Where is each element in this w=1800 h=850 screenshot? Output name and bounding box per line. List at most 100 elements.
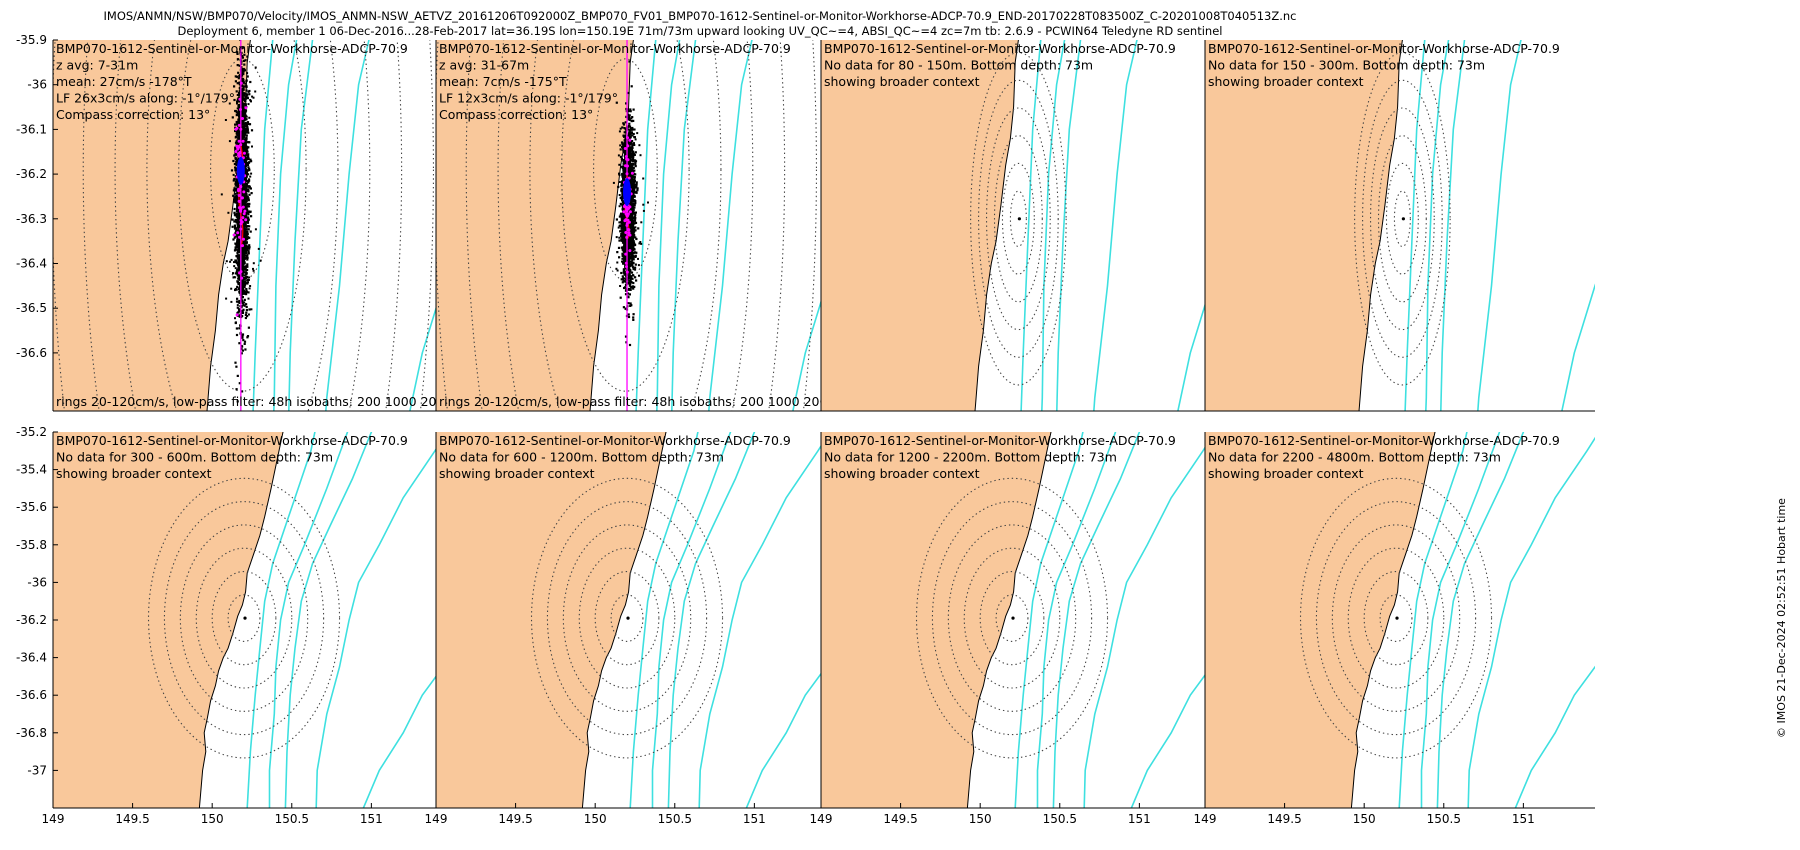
- scatter-point-2319: [236, 201, 239, 204]
- scatter-point-1832: [618, 172, 621, 175]
- scatter-point-2012: [623, 179, 626, 182]
- scatter-point-1005: [626, 266, 629, 269]
- scatter-point-2156: [236, 234, 239, 237]
- lowpass-point-49: [242, 190, 246, 194]
- scatter-point-2082: [236, 198, 239, 201]
- scatter-point-1196: [247, 190, 250, 193]
- scatter-point-870: [243, 286, 246, 289]
- scatter-point-1023: [245, 289, 248, 292]
- scatter-point-2: [634, 226, 637, 229]
- scatter-point-1173: [234, 146, 237, 150]
- scatter-point-1029: [617, 246, 621, 249]
- scatter-outlier-140: [242, 249, 245, 252]
- scatter-point-1468: [627, 302, 630, 305]
- scatter-point-1922: [246, 202, 249, 206]
- scatter-outlier-22: [241, 208, 244, 211]
- scatter-point-1828: [623, 215, 626, 218]
- scatter-point-2600: [240, 280, 243, 283]
- y-tick-label: -36.2: [16, 167, 47, 181]
- scatter-outlier-35: [234, 267, 237, 270]
- scatter-point-2051: [621, 195, 624, 198]
- scatter-point-2021: [628, 161, 631, 164]
- panel-annotation-line-4: LF 26x3cm/s along: -1°/179°: [56, 91, 235, 106]
- scatter-point-82: [235, 333, 239, 337]
- scatter-point-1812: [234, 288, 237, 292]
- scatter-point-2007: [630, 241, 633, 244]
- lowpass-point-20: [238, 151, 242, 154]
- scatter-point-149: [247, 199, 250, 202]
- scatter-point-2270: [234, 169, 237, 172]
- scatter-point-43: [232, 194, 235, 197]
- scatter-point-2078: [632, 235, 635, 239]
- lowpass-point-11: [235, 313, 239, 317]
- scatter-point-2108: [622, 255, 625, 258]
- scatter-point-2031: [621, 231, 624, 234]
- scatter-point-2266: [245, 215, 248, 218]
- scatter-outlier-126: [232, 173, 235, 176]
- scatter-point-2552: [238, 117, 241, 120]
- lowpass-point-61: [239, 222, 243, 226]
- scatter-point-2454: [244, 148, 247, 151]
- scatter-point-2144: [241, 291, 244, 294]
- scatter-point-1848: [628, 144, 631, 147]
- scatter-point-1843: [627, 269, 630, 272]
- scatter-point-2010: [241, 390, 244, 393]
- scatter-point-1682: [630, 140, 633, 143]
- lowpass-point-2: [239, 108, 242, 111]
- scatter-outlier-76: [243, 154, 246, 157]
- scatter-point-989: [245, 174, 248, 177]
- scatter-point-1480: [628, 131, 631, 134]
- scatter-outlier-110: [247, 97, 249, 100]
- scatter-point-2232: [236, 100, 239, 103]
- scatter-point-2114: [235, 255, 238, 258]
- scatter-point-2290: [241, 198, 244, 201]
- scatter-point-1022: [237, 301, 240, 304]
- panel-annotation-line-1: BMP070-1612-Sentinel-or-Monitor-Workhors…: [56, 41, 408, 56]
- scatter-point-2293: [248, 308, 251, 311]
- scatter-point-1359: [234, 109, 237, 113]
- scatter-point-890: [634, 183, 637, 186]
- scatter-point-1977: [634, 229, 637, 232]
- scatter-point-1331: [250, 129, 254, 132]
- scatter-point-911: [235, 143, 239, 146]
- scatter-point-1856: [633, 179, 636, 182]
- scatter-point-1155: [635, 279, 638, 282]
- scatter-point-1884: [237, 267, 240, 270]
- scatter-point-2551: [237, 214, 240, 217]
- scatter-point-357: [628, 293, 631, 296]
- scatter-point-1447: [246, 282, 249, 285]
- scatter-point-1264: [238, 111, 241, 114]
- scatter-point-2117: [238, 90, 242, 93]
- scatter-point-1949: [242, 108, 245, 111]
- scatter-point-93: [628, 265, 631, 268]
- scatter-point-2209: [236, 306, 239, 309]
- scatter-point-1784: [249, 210, 252, 213]
- scatter-point-1831: [623, 227, 627, 230]
- scatter-outlier-4: [225, 260, 228, 263]
- scatter-outlier-26: [238, 315, 241, 318]
- header-line-1: IMOS/ANMN/NSW/BMP070/Velocity/IMOS_ANMN-…: [104, 9, 1297, 23]
- scatter-outlier-47: [252, 267, 254, 270]
- scatter-point-560: [234, 189, 237, 192]
- scatter-point-1760: [630, 251, 633, 254]
- scatter-point-1498: [247, 197, 250, 200]
- scatter-point-1337: [233, 154, 236, 157]
- scatter-point-1268: [244, 316, 247, 320]
- scatter-point-1192: [233, 226, 237, 229]
- scatter-outlier-36: [244, 97, 247, 100]
- scatter-point-1886: [627, 292, 630, 295]
- scatter-point-2167: [236, 131, 239, 134]
- scatter-point-1724: [244, 191, 247, 194]
- scatter-point-1574: [634, 221, 638, 224]
- scatter-outlier-13: [252, 262, 255, 265]
- scatter-point-2474: [241, 115, 244, 118]
- lowpass-point-9: [234, 150, 238, 153]
- scatter-point-105: [622, 123, 626, 126]
- scatter-outlier-133: [245, 80, 248, 83]
- scatter-point-1562: [236, 52, 239, 55]
- scatter-point-955: [248, 169, 251, 172]
- scatter-point-1221: [241, 100, 244, 103]
- scatter-point-1298: [241, 47, 244, 50]
- scatter-outlier-89: [230, 287, 233, 290]
- scatter-outlier-137: [236, 94, 239, 96]
